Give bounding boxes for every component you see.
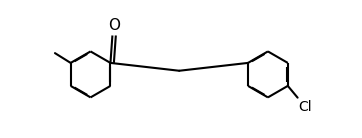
Text: O: O	[108, 18, 120, 33]
Text: Cl: Cl	[299, 100, 312, 114]
